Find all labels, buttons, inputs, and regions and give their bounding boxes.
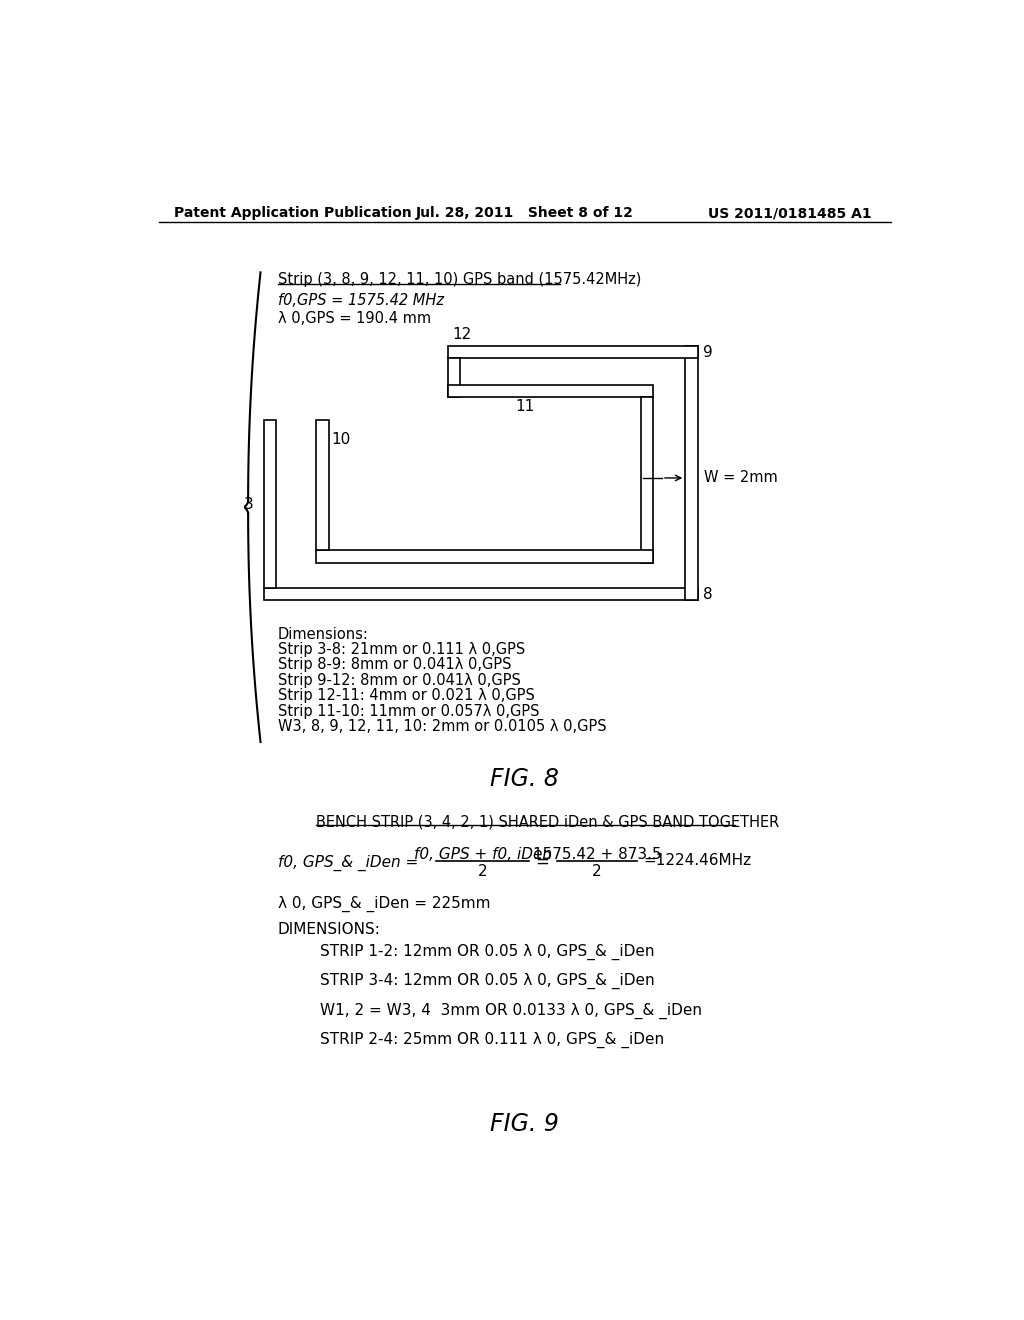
Bar xyxy=(641,397,653,562)
Text: f0, GPS_& _iDen =: f0, GPS_& _iDen = xyxy=(278,854,418,871)
Text: 2: 2 xyxy=(592,863,602,879)
Text: Strip 3-8: 21mm or 0.111 λ 0,GPS: Strip 3-8: 21mm or 0.111 λ 0,GPS xyxy=(278,642,525,657)
Text: f0, GPS + f0, iDen: f0, GPS + f0, iDen xyxy=(414,847,552,862)
Bar xyxy=(449,385,653,397)
Text: W1, 2 = W3, 4  3mm OR 0.0133 λ 0, GPS_& _iDen: W1, 2 = W3, 4 3mm OR 0.0133 λ 0, GPS_& _… xyxy=(321,1002,702,1019)
Bar xyxy=(316,420,329,550)
Text: 11: 11 xyxy=(515,400,535,414)
Text: =: = xyxy=(536,853,550,871)
Bar xyxy=(316,550,653,562)
Bar xyxy=(449,358,461,397)
Text: Dimensions:: Dimensions: xyxy=(278,627,369,642)
Text: STRIP 1-2: 12mm OR 0.05 λ 0, GPS_& _iDen: STRIP 1-2: 12mm OR 0.05 λ 0, GPS_& _iDen xyxy=(321,944,654,960)
Text: STRIP 2-4: 25mm OR 0.111 λ 0, GPS_& _iDen: STRIP 2-4: 25mm OR 0.111 λ 0, GPS_& _iDe… xyxy=(321,1032,665,1048)
Text: Strip 12-11: 4mm or 0.021 λ 0,GPS: Strip 12-11: 4mm or 0.021 λ 0,GPS xyxy=(278,688,535,704)
Text: 9: 9 xyxy=(703,345,713,360)
Text: BENCH STRIP (3, 4, 2, 1) SHARED iDen & GPS BAND TOGETHER: BENCH STRIP (3, 4, 2, 1) SHARED iDen & G… xyxy=(316,814,779,829)
Text: W = 2mm: W = 2mm xyxy=(703,470,777,486)
Text: λ 0,GPS = 190.4 mm: λ 0,GPS = 190.4 mm xyxy=(278,312,431,326)
Bar xyxy=(685,346,697,601)
Text: Patent Application Publication: Patent Application Publication xyxy=(174,206,413,220)
Text: FIG. 8: FIG. 8 xyxy=(490,767,559,791)
Bar xyxy=(263,589,697,601)
Text: STRIP 3-4: 12mm OR 0.05 λ 0, GPS_& _iDen: STRIP 3-4: 12mm OR 0.05 λ 0, GPS_& _iDen xyxy=(321,973,654,989)
Text: 1575.42 + 873.5: 1575.42 + 873.5 xyxy=(532,847,662,862)
Text: 12: 12 xyxy=(452,326,471,342)
Text: Strip 9-12: 8mm or 0.041λ 0,GPS: Strip 9-12: 8mm or 0.041λ 0,GPS xyxy=(278,673,520,688)
Text: 8: 8 xyxy=(703,586,713,602)
Bar xyxy=(449,346,697,358)
Text: 2: 2 xyxy=(478,863,487,879)
Text: Strip 11-10: 11mm or 0.057λ 0,GPS: Strip 11-10: 11mm or 0.057λ 0,GPS xyxy=(278,704,539,718)
Text: FIG. 9: FIG. 9 xyxy=(490,1111,559,1135)
Text: f0,GPS = 1575.42 MHz: f0,GPS = 1575.42 MHz xyxy=(278,293,443,308)
Text: DIMENSIONS:: DIMENSIONS: xyxy=(278,923,381,937)
Bar xyxy=(263,420,276,589)
Text: US 2011/0181485 A1: US 2011/0181485 A1 xyxy=(709,206,872,220)
Text: =1224.46MHz: =1224.46MHz xyxy=(643,853,752,869)
Text: Strip 8-9: 8mm or 0.041λ 0,GPS: Strip 8-9: 8mm or 0.041λ 0,GPS xyxy=(278,657,511,672)
Text: W3, 8, 9, 12, 11, 10: 2mm or 0.0105 λ 0,GPS: W3, 8, 9, 12, 11, 10: 2mm or 0.0105 λ 0,… xyxy=(278,719,606,734)
Text: λ 0, GPS_& _iDen = 225mm: λ 0, GPS_& _iDen = 225mm xyxy=(278,896,490,912)
Text: Strip (3, 8, 9, 12, 11, 10) GPS band (1575.42MHz): Strip (3, 8, 9, 12, 11, 10) GPS band (15… xyxy=(278,272,641,288)
Text: Jul. 28, 2011   Sheet 8 of 12: Jul. 28, 2011 Sheet 8 of 12 xyxy=(416,206,634,220)
Text: 3: 3 xyxy=(244,498,254,512)
Text: 10: 10 xyxy=(331,432,350,446)
